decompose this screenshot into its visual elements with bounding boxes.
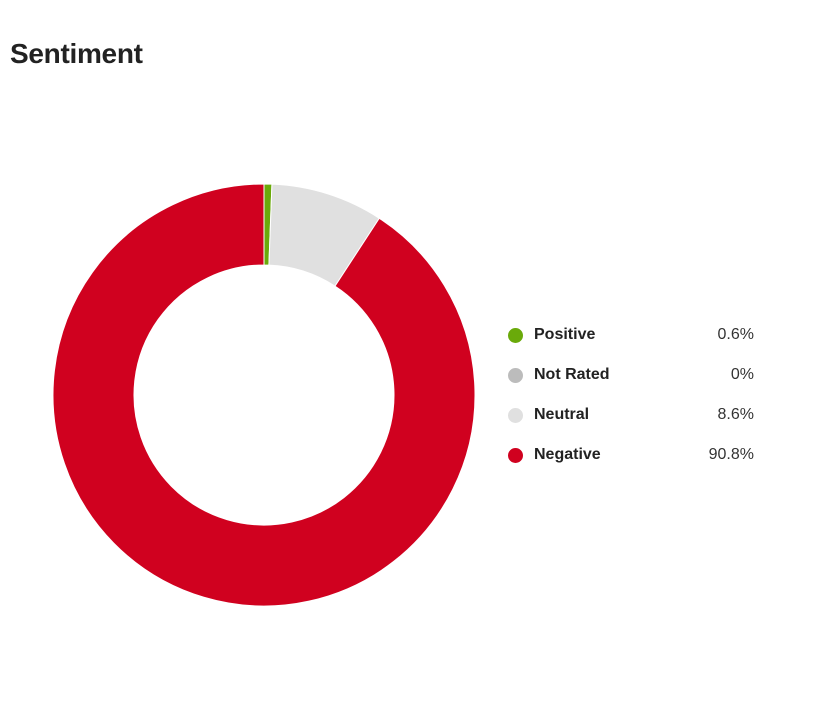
legend-label: Positive (534, 326, 596, 343)
legend-item-positive: Positive 0.6% (508, 316, 754, 356)
chart-legend: Positive 0.6% Not Rated 0% Neutral 8.6% Negati… (508, 316, 754, 476)
legend-dot-icon (508, 408, 523, 423)
legend-dot-icon (508, 448, 523, 463)
donut-chart (52, 183, 476, 607)
legend-value: 0.6% (717, 326, 754, 343)
legend-value: 90.8% (708, 446, 754, 463)
legend-item-neutral: Neutral 8.6% (508, 396, 754, 436)
chart-title: Sentiment (10, 38, 143, 69)
legend-label: Neutral (534, 406, 590, 423)
legend-item-negative: Negative 90.8% (508, 436, 754, 476)
legend-label: Not Rated (534, 366, 610, 383)
legend-value: 0% (730, 366, 754, 383)
slice-negative (52, 183, 476, 607)
legend-value: 8.6% (717, 406, 754, 423)
legend-dot-icon (508, 368, 523, 383)
legend-label: Negative (534, 446, 601, 463)
legend-item-not-rated: Not Rated 0% (508, 356, 754, 396)
legend-dot-icon (508, 328, 523, 343)
